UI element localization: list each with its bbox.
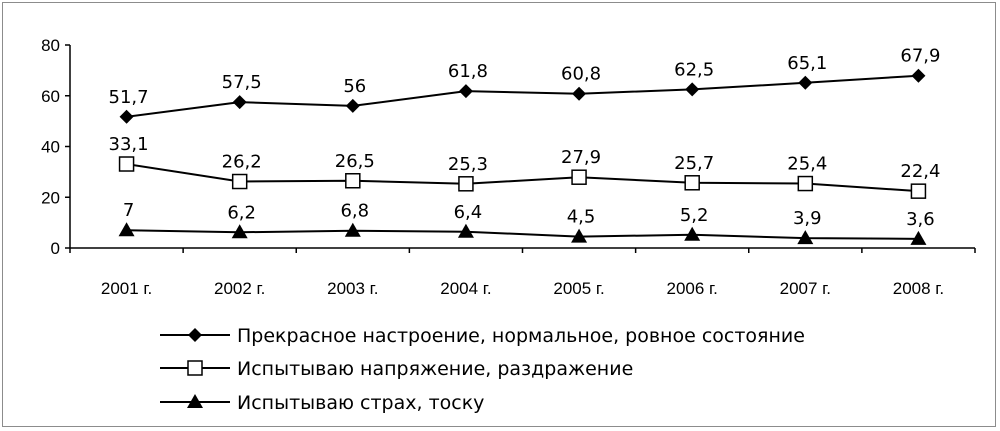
- data-label: 26,5: [335, 151, 375, 172]
- data-label: 62,5: [674, 59, 714, 80]
- data-point: [344, 222, 361, 237]
- y-tick-label: 40: [41, 138, 60, 157]
- data-label: 56: [343, 76, 366, 97]
- data-label: 67,9: [900, 46, 940, 67]
- data-point: [345, 98, 360, 113]
- series-2: 33,1 26,2 26,5 25,3 27,9 25,7 25,4 22,4: [109, 134, 940, 199]
- data-point: [231, 173, 248, 190]
- data-point: [685, 82, 700, 97]
- series-3: 7 6,2 6,8 6,4 4,5 5,2 3,9 3,6: [118, 200, 935, 245]
- data-label: 33,1: [109, 134, 149, 155]
- data-label: 65,1: [787, 53, 827, 74]
- data-point: [119, 109, 134, 124]
- x-tick-label: 2003 г.: [327, 279, 378, 298]
- plot-area: 51,7 57,5 56 61,8 60,8 62,5 65,1 67,9 33,1 26,2 26…: [109, 46, 940, 245]
- data-label: 6,2: [227, 202, 256, 223]
- legend-label: Прекрасное настроение, нормальное, ровно…: [237, 325, 805, 347]
- data-point: [797, 230, 814, 245]
- data-label: 3,6: [906, 209, 935, 230]
- legend: Прекрасное настроение, нормальное, ровно…: [160, 325, 805, 414]
- data-label: 5,2: [680, 205, 709, 226]
- data-label: 4,5: [567, 207, 596, 228]
- series-3-line: [126, 229, 919, 240]
- data-point: [910, 230, 927, 245]
- x-tick-label: 2005 г.: [553, 279, 604, 298]
- data-point: [797, 175, 814, 192]
- data-label: 22,4: [900, 161, 940, 182]
- x-tick-label: 2006 г.: [666, 279, 717, 298]
- data-point: [798, 75, 813, 90]
- x-tick-label: 2007 г.: [780, 279, 831, 298]
- data-label: 25,4: [787, 154, 827, 175]
- data-label: 60,8: [561, 64, 601, 85]
- y-tick-label: 0: [51, 239, 60, 258]
- legend-marker: [187, 360, 203, 376]
- legend-label: Испытываю страх, тоску: [237, 392, 484, 414]
- data-point: [572, 86, 587, 101]
- x-tick-label: 2001 г.: [101, 279, 152, 298]
- data-label: 3,9: [793, 208, 822, 229]
- data-point: [571, 228, 588, 243]
- data-label: 27,9: [561, 147, 601, 168]
- x-tick-label: 2004 г.: [440, 279, 491, 298]
- data-label: 57,5: [222, 72, 262, 93]
- data-point: [571, 169, 587, 185]
- data-label: 26,2: [222, 152, 262, 173]
- data-label: 7: [123, 200, 134, 221]
- data-point: [232, 95, 247, 110]
- data-point: [457, 223, 474, 238]
- data-point: [684, 226, 701, 241]
- y-axis-ticks: 0 20 40 60 80: [41, 36, 70, 258]
- data-point: [458, 176, 474, 192]
- legend-entry-2: Испытываю напряжение, раздражение: [160, 358, 633, 380]
- data-point: [345, 173, 361, 189]
- legend-marker: [187, 394, 203, 408]
- legend-entry-3: Испытываю страх, тоску: [160, 392, 484, 414]
- data-point: [684, 175, 700, 191]
- data-point: [118, 156, 135, 172]
- data-label: 25,3: [448, 154, 488, 175]
- data-label: 6,4: [454, 202, 483, 223]
- data-label: 25,7: [674, 153, 714, 174]
- series-2-line: [126, 163, 919, 193]
- data-point: [118, 222, 135, 237]
- data-label: 51,7: [109, 87, 149, 108]
- legend-entry-1: Прекрасное настроение, нормальное, ровно…: [160, 325, 805, 347]
- data-point: [458, 84, 473, 99]
- data-point: [911, 68, 926, 83]
- axes: [69, 45, 975, 249]
- legend-label: Испытываю напряжение, раздражение: [237, 358, 633, 380]
- y-tick-label: 60: [41, 87, 60, 106]
- data-point: [910, 183, 927, 199]
- legend-marker: [188, 328, 202, 342]
- x-tick-label: 2002 г.: [214, 279, 265, 298]
- y-tick-label: 20: [41, 188, 60, 207]
- y-tick-label: 80: [41, 36, 60, 55]
- data-point: [231, 224, 248, 239]
- x-tick-label: 2008 г.: [893, 279, 944, 298]
- x-axis-ticks: 2001 г. 2002 г. 2003 г. 2004 г. 2005 г. 2006 …: [69, 248, 976, 298]
- series-1: 51,7 57,5 56 61,8 60,8 62,5 65,1 67,9: [109, 46, 940, 124]
- data-label: 61,8: [448, 61, 488, 82]
- series-1-line: [126, 74, 919, 118]
- data-label: 6,8: [340, 201, 369, 222]
